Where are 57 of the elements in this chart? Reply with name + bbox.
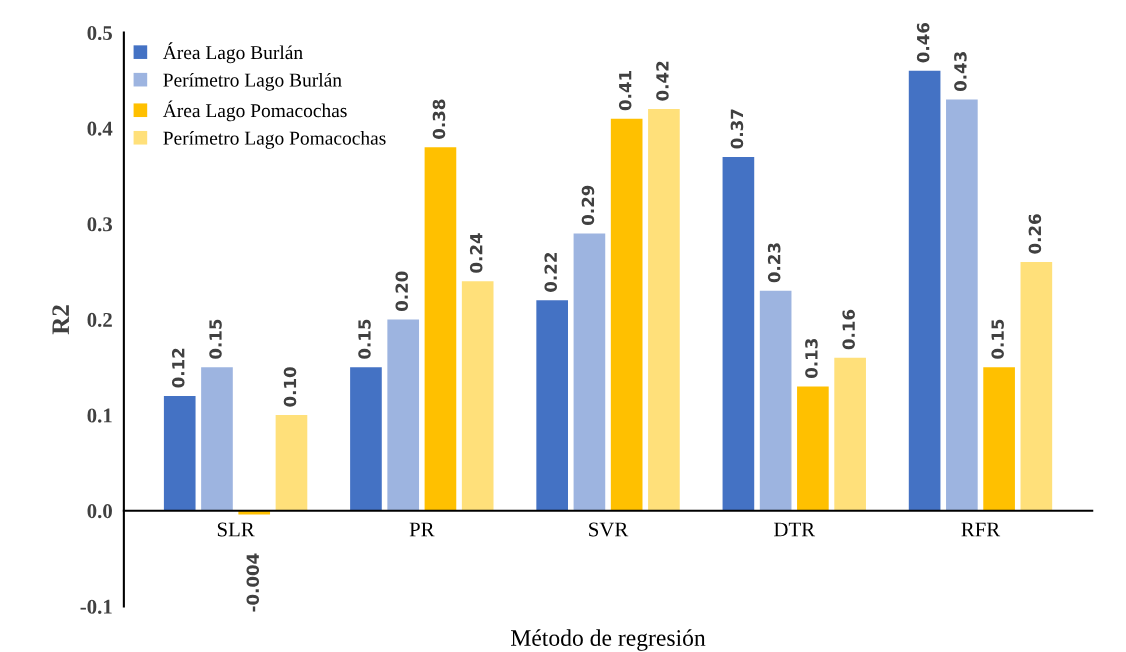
bar: [573, 233, 606, 511]
data-label: 0.26: [1028, 214, 1042, 254]
y-tick-label: 0.4: [87, 121, 113, 136]
bar: [201, 367, 233, 511]
data-label: -0.004: [246, 553, 260, 612]
bar: [163, 395, 196, 511]
data-label: 0.38: [432, 99, 446, 139]
data-label: 0.46: [916, 22, 930, 63]
bar: [797, 386, 829, 511]
y-tick-label: 0.3: [87, 217, 113, 232]
data-label: 0.15: [209, 319, 222, 359]
x-tick-label: PR: [409, 522, 435, 537]
bar: [461, 281, 494, 511]
bar: [648, 109, 680, 511]
bar: [387, 319, 420, 511]
data-label: 0.24: [469, 233, 483, 273]
bar: [350, 367, 382, 511]
bar: [275, 415, 308, 511]
x-tick-label: SVR: [589, 522, 629, 537]
bar: [1020, 262, 1053, 511]
legend-label: Perímetro Lago Pomacochas: [163, 131, 386, 149]
data-label: 0.37: [730, 109, 744, 149]
bar: [610, 118, 643, 511]
y-tick-label: -0.1: [80, 599, 112, 614]
y-tick-label: 0.5: [87, 25, 112, 41]
legend-label: Área Lago Burlán: [162, 42, 303, 64]
data-label: 0.16: [842, 309, 855, 350]
data-label: 0.15: [358, 319, 371, 359]
x-axis-title: Método de regresión: [511, 629, 706, 651]
bar: [983, 367, 1015, 511]
y-tick-label: 0.0: [87, 504, 112, 519]
bar: [759, 290, 792, 511]
x-tick-label: SLR: [217, 522, 255, 537]
data-label: 0.42: [656, 61, 669, 101]
data-label: 0.20: [395, 271, 409, 312]
data-label: 0.23: [767, 243, 781, 283]
data-label: 0.41: [618, 71, 632, 111]
data-label: 0.29: [581, 185, 595, 225]
data-label: 0.10: [283, 367, 297, 407]
x-tick-label: RFR: [961, 522, 1001, 537]
bar: [722, 156, 755, 511]
bar: [908, 70, 941, 511]
legend-label: Perímetro Lago Burlán: [163, 72, 342, 91]
x-tick-label: DTR: [774, 522, 816, 537]
y-axis-title: R2: [52, 305, 69, 335]
data-label: 0.13: [805, 338, 818, 378]
data-label: 0.12: [171, 348, 185, 388]
y-tick-label: 0.2: [87, 312, 112, 327]
data-label: 0.43: [954, 52, 967, 92]
y-tick-label: 0.1: [87, 408, 112, 423]
bar: [946, 99, 978, 511]
bar: [536, 300, 568, 511]
data-label: 0.15: [991, 319, 1004, 359]
bar: [834, 357, 866, 511]
bar: [424, 147, 457, 511]
legend-label: Área Lago Pomacochas: [162, 100, 347, 122]
data-label: 0.22: [544, 253, 558, 292]
